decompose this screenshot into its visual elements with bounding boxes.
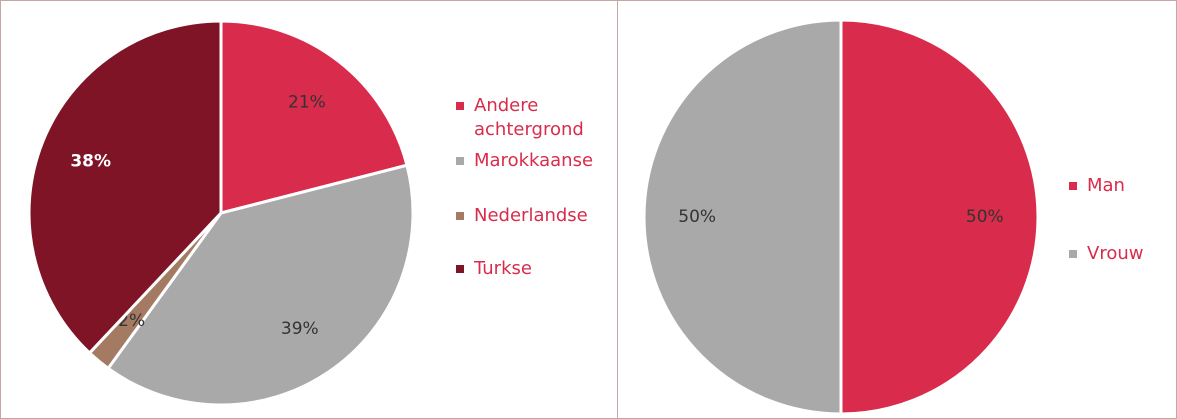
legend-label: Man bbox=[1087, 175, 1125, 196]
data-label: 39% bbox=[281, 319, 319, 339]
pie-slice bbox=[219, 19, 409, 215]
legend-item: Vrouw bbox=[1069, 242, 1169, 266]
legend-item: Nederlandse bbox=[456, 204, 606, 228]
legend-swatch bbox=[456, 212, 464, 220]
legend-item: Andere achtergrond bbox=[456, 94, 606, 142]
pie-slice bbox=[839, 18, 1040, 416]
divider bbox=[617, 1, 618, 418]
pie-slice bbox=[27, 19, 223, 356]
chart-panel: 21% 39% 2% 38% Andere achtergrond Marokkaanse… bbox=[1, 1, 617, 418]
pie-chart: 50% 50% bbox=[642, 18, 1040, 416]
data-label: 38% bbox=[70, 151, 111, 171]
legend-swatch bbox=[456, 265, 464, 273]
legend-label: Turkse bbox=[474, 258, 532, 279]
legend-label: Nederlandse bbox=[474, 205, 588, 226]
pie-slice bbox=[106, 163, 415, 407]
legend-label: Andere achtergrond bbox=[474, 95, 584, 140]
legend-label: Marokkaanse bbox=[474, 150, 594, 171]
legend-swatch bbox=[1069, 182, 1077, 190]
legend-label: Vrouw bbox=[1087, 243, 1144, 264]
data-label: 50% bbox=[678, 207, 716, 227]
pie-chart: 21%39%2%38% bbox=[27, 19, 415, 407]
legend-item: Man bbox=[1069, 174, 1169, 198]
legend-item: Turkse bbox=[456, 257, 606, 281]
legend-swatch bbox=[456, 102, 464, 110]
legend-swatch bbox=[456, 157, 464, 165]
chart-panel: 50% 50% Man Vrouw bbox=[618, 1, 1176, 418]
legend-item: Marokkaanse bbox=[456, 149, 606, 173]
legend-swatch bbox=[1069, 250, 1077, 258]
data-label: 50% bbox=[966, 207, 1004, 227]
data-label: 21% bbox=[288, 92, 326, 112]
pie-slice bbox=[642, 18, 843, 416]
